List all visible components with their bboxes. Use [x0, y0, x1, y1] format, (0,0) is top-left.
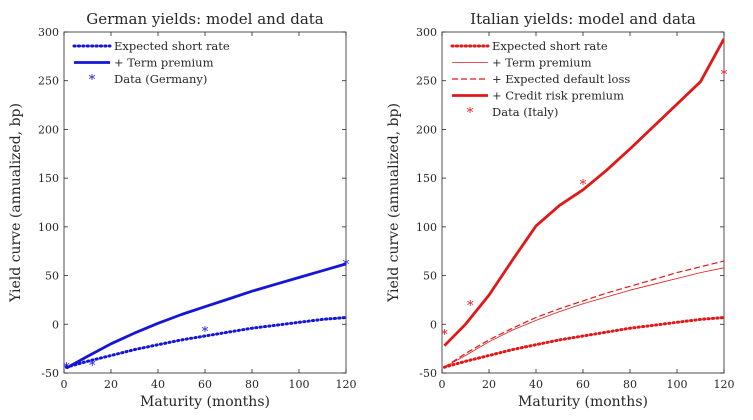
x-axis-label: Maturity (months)	[518, 394, 648, 410]
y-tick-label: 200	[416, 123, 437, 136]
x-tick-label: 40	[529, 378, 543, 391]
y-tick-label: 100	[38, 221, 59, 234]
legend-entry-data-italy: Data (Italy)	[492, 105, 558, 119]
data-point-data-italy: *	[721, 68, 728, 83]
x-tick-label: 0	[61, 378, 68, 391]
y-tick-label: 250	[38, 75, 59, 88]
x-tick-label: 40	[151, 378, 165, 391]
legend-marker-data-germany: *	[89, 73, 96, 88]
german-yields-panel: 0 20 40 60 80 100 120-50050100150200250300Germ…	[8, 10, 357, 410]
x-tick-label: 100	[667, 378, 688, 391]
series-line-expected-default-loss	[444, 260, 724, 368]
legend-entry-term-premium: + Term premium	[492, 56, 592, 70]
x-axis-label: Maturity (months)	[140, 394, 270, 410]
x-tick-label: 60	[198, 378, 212, 391]
x-tick-label: 120	[714, 378, 735, 391]
y-tick-label: 0	[430, 318, 437, 331]
italian-yields-panel: 0 20 40 60 80 100 120-50050100150200250300Ital…	[386, 10, 735, 410]
legend: Expected short rate + Term premium * Data (…	[72, 39, 230, 88]
series-line-expected-short-rate	[442, 316, 724, 369]
y-tick-label: 0	[52, 318, 59, 331]
chart-title: German yields: model and data	[86, 10, 324, 28]
y-tick-label: 150	[416, 172, 437, 185]
y-tick-label: 100	[416, 221, 437, 234]
data-point-data-italy: *	[441, 328, 448, 343]
y-tick-label: 50	[45, 270, 59, 283]
series-line-term-premium	[444, 267, 724, 368]
legend-entry-term-premium: + Term premium	[114, 56, 214, 70]
y-axis-label: Yield curve (annualized, bp)	[8, 103, 24, 303]
legend-entry-credit-risk-premium: + Credit risk premium	[492, 89, 624, 103]
x-tick-label: 80	[623, 378, 637, 391]
x-tick-label: 80	[245, 378, 259, 391]
data-point-data-germany: *	[202, 325, 209, 340]
y-tick-label: 300	[38, 26, 59, 39]
y-tick-label: -50	[41, 367, 59, 380]
legend-entry-expected-short-rate: Expected short rate	[492, 39, 608, 53]
y-tick-label: 50	[423, 270, 437, 283]
x-tick-label: 100	[289, 378, 310, 391]
x-tick-label: 20	[104, 378, 118, 391]
data-point-data-germany: *	[343, 258, 350, 273]
series-line-expected-short-rate	[64, 316, 346, 369]
y-axis-label: Yield curve (annualized, bp)	[386, 103, 402, 303]
x-tick-label: 60	[576, 378, 590, 391]
legend-entry-expected-default-loss: + Expected default loss	[492, 72, 630, 86]
x-tick-label: 0	[439, 378, 446, 391]
y-tick-label: -50	[419, 367, 437, 380]
x-tick-label: 20	[482, 378, 496, 391]
x-tick-label: 120	[336, 378, 357, 391]
data-point-data-italy: *	[580, 178, 587, 193]
series-line-term-premium	[65, 262, 346, 370]
y-tick-label: 300	[416, 26, 437, 39]
data-point-data-germany: *	[89, 359, 96, 374]
legend-entry-data-germany: Data (Germany)	[114, 72, 207, 86]
series-line-credit-risk-premium	[443, 38, 724, 347]
legend-marker-data-italy: *	[467, 106, 474, 121]
y-tick-label: 200	[38, 123, 59, 136]
legend-entry-expected-short-rate: Expected short rate	[114, 39, 230, 53]
legend: Expected short rate + Term premium + Expec…	[450, 39, 630, 121]
data-point-data-germany: *	[63, 361, 70, 376]
y-tick-label: 250	[416, 75, 437, 88]
y-tick-label: 150	[38, 172, 59, 185]
chart-title: Italian yields: model and data	[470, 10, 696, 28]
data-point-data-italy: *	[467, 299, 474, 314]
